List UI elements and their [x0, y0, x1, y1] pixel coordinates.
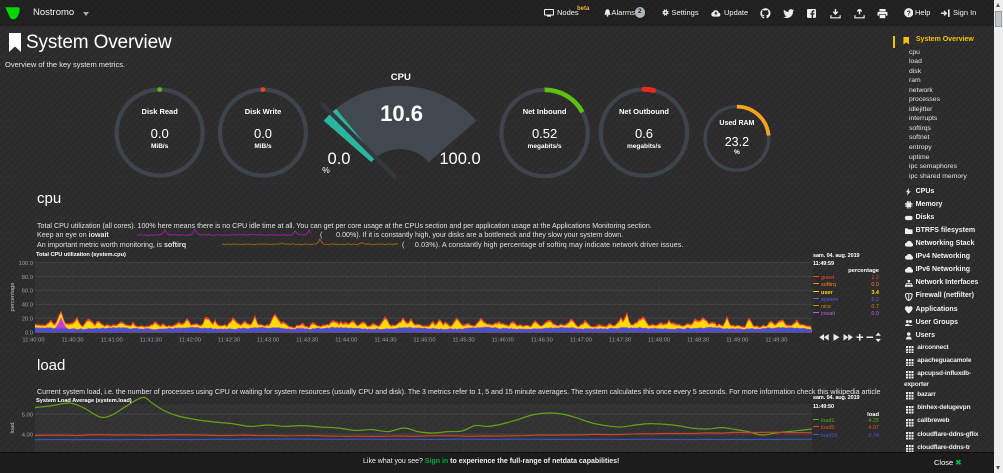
svg-text:5.00: 5.00 — [22, 412, 33, 418]
svg-text:11:42:00: 11:42:00 — [179, 338, 201, 344]
svg-text:11:41:30: 11:41:30 — [140, 338, 162, 344]
svg-text:percentage: percentage — [10, 282, 16, 311]
svg-text:11:44:00: 11:44:00 — [335, 338, 357, 344]
svg-text:11:49:00: 11:49:00 — [726, 338, 748, 344]
svg-text:11:46:00: 11:46:00 — [492, 338, 514, 344]
svg-text:11:40:00: 11:40:00 — [22, 338, 44, 344]
svg-text:11:45:00: 11:45:00 — [413, 338, 435, 344]
svg-text:11:47:00: 11:47:00 — [570, 338, 592, 344]
svg-text:11:49:30: 11:49:30 — [765, 338, 787, 344]
svg-text:40.0: 40.0 — [22, 303, 33, 309]
svg-text:?: ? — [906, 11, 910, 18]
svg-text:11:47:30: 11:47:30 — [609, 338, 631, 344]
svg-text:11:42:30: 11:42:30 — [218, 338, 240, 344]
svg-text:11:43:00: 11:43:00 — [257, 338, 279, 344]
svg-text:11:48:30: 11:48:30 — [687, 338, 709, 344]
svg-text:11:45:30: 11:45:30 — [453, 338, 475, 344]
svg-text:100.0: 100.0 — [18, 261, 33, 267]
svg-text:11:48:00: 11:48:00 — [648, 338, 670, 344]
svg-text:60.0: 60.0 — [22, 289, 33, 295]
svg-text:80.0: 80.0 — [22, 275, 33, 281]
svg-text:load: load — [10, 423, 16, 434]
svg-text:11:41:00: 11:41:00 — [101, 338, 123, 344]
svg-text:11:46:30: 11:46:30 — [531, 338, 553, 344]
svg-text:20.0: 20.0 — [22, 317, 33, 323]
svg-text:0.0: 0.0 — [25, 331, 33, 337]
svg-text:4.00: 4.00 — [22, 432, 33, 438]
svg-text:11:43:30: 11:43:30 — [296, 338, 318, 344]
svg-text:11:40:30: 11:40:30 — [62, 338, 84, 344]
svg-text:11:44:30: 11:44:30 — [374, 338, 396, 344]
